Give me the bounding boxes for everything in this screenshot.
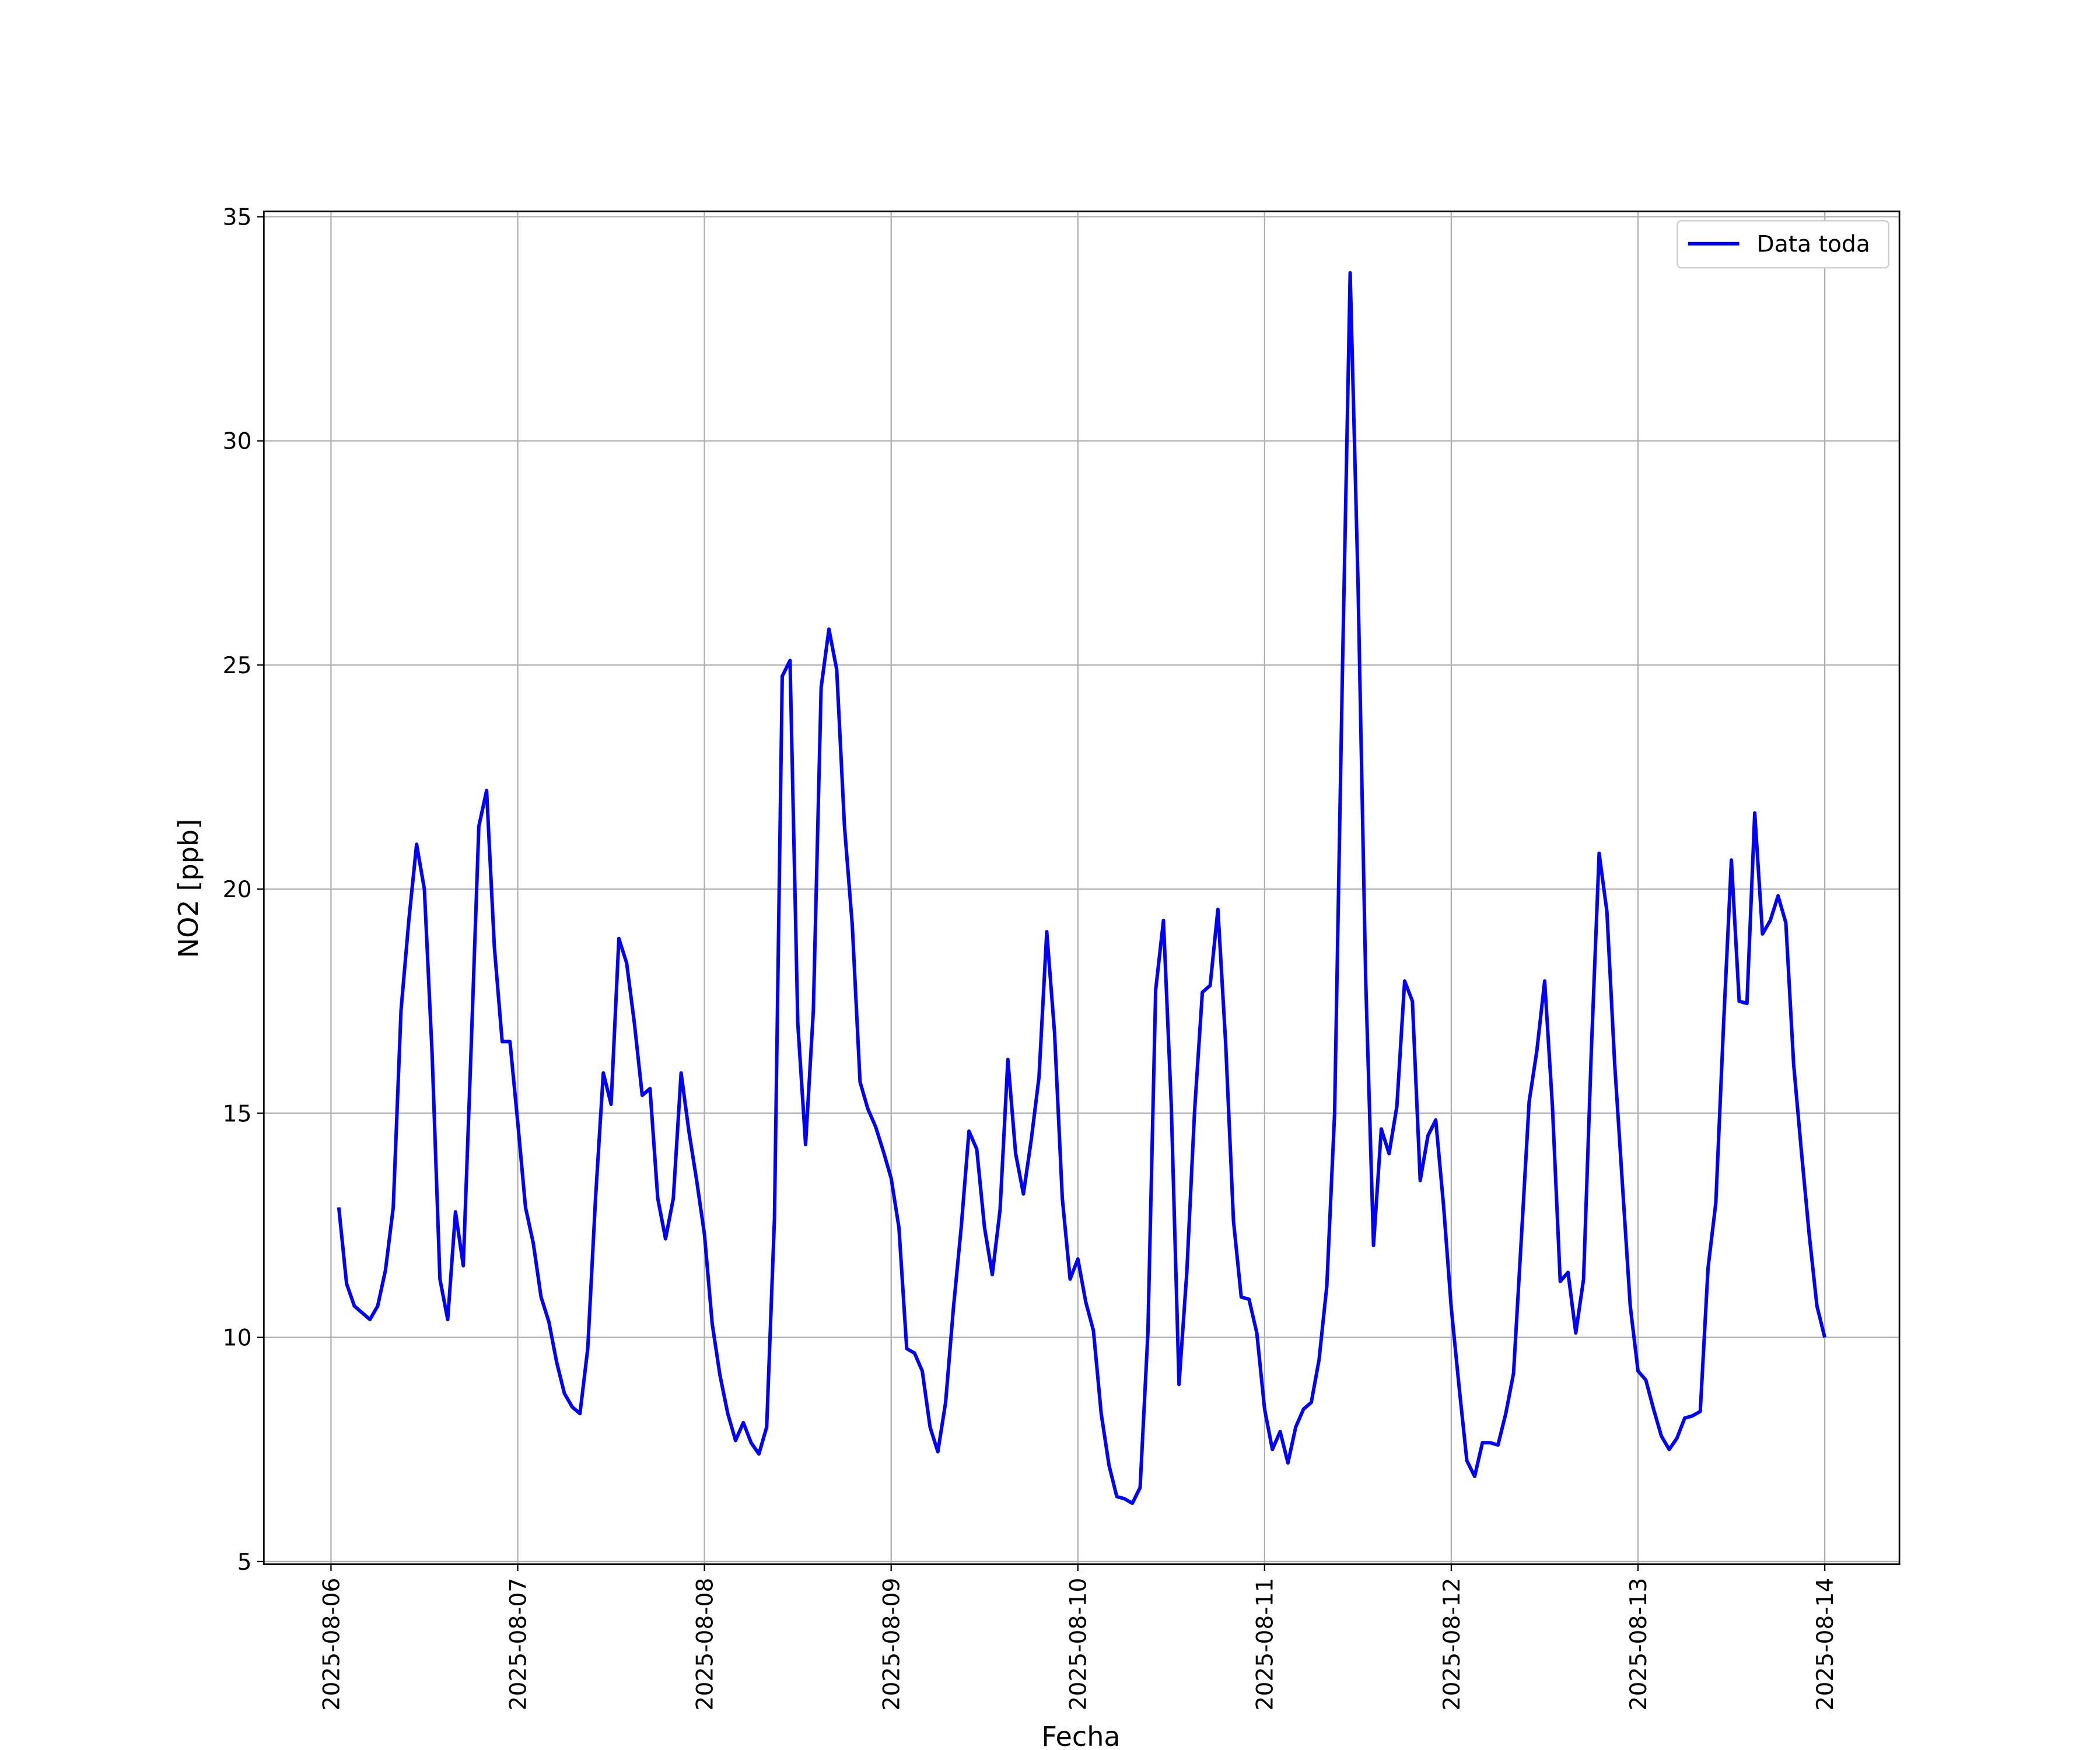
y-tick-label: 25 [223, 653, 252, 679]
y-tick-label: 20 [223, 877, 252, 903]
x-tick-label: 2025-08-12 [1439, 1578, 1465, 1711]
y-tick-label: 10 [223, 1325, 252, 1352]
y-tick-label: 30 [223, 429, 252, 455]
legend-box [1676, 220, 1889, 269]
y-tick-label: 15 [223, 1101, 252, 1127]
x-tick-label: 2025-08-07 [505, 1578, 531, 1711]
y-tick-label: 5 [237, 1549, 252, 1576]
legend-label: Data toda [1757, 232, 1870, 258]
x-tick-label: 2025-08-06 [318, 1578, 345, 1711]
y-tick-label: 35 [223, 204, 252, 230]
x-tick-label: 2025-08-13 [1626, 1578, 1652, 1711]
x-tick-label: 2025-08-08 [692, 1578, 718, 1711]
x-tick-label: 2025-08-11 [1252, 1578, 1279, 1711]
x-tick-label: 2025-08-09 [879, 1578, 905, 1711]
x-tick-label: 2025-08-14 [1812, 1578, 1839, 1711]
y-axis-label: NO2 [ppb] [173, 819, 204, 958]
data-line [337, 271, 1827, 1506]
x-axis-label: Fecha [1041, 1721, 1120, 1750]
x-tick-label: 2025-08-10 [1066, 1578, 1092, 1711]
axes-frame [262, 210, 1901, 1565]
